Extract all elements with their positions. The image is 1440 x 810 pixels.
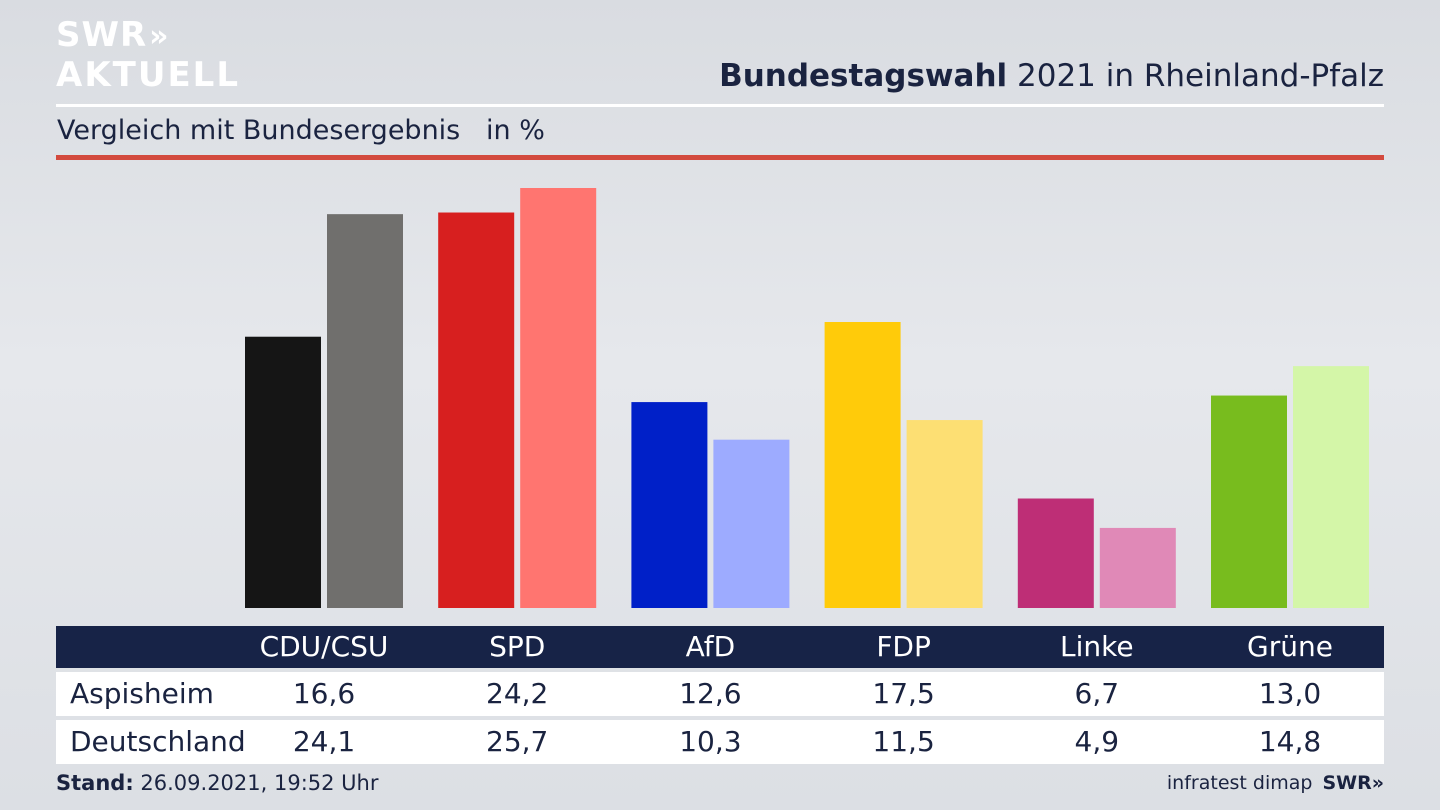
- bar-linke-aspisheim: [1017, 498, 1094, 608]
- party-label: Linke: [1060, 630, 1134, 663]
- table-row-deutschland: Deutschland 24,1 25,7 10,3 11,5 4,9 14,8: [56, 720, 1384, 764]
- source-credit: infratest dimap SWR»: [1167, 772, 1384, 794]
- value-cell: 11,5: [872, 725, 935, 758]
- value-cell: 14,8: [1258, 725, 1322, 758]
- source-name: infratest dimap: [1166, 772, 1313, 794]
- bar-fdp-deutschland: [906, 420, 983, 608]
- title-divider: [56, 104, 1384, 107]
- party-label: Grüne: [1247, 630, 1333, 663]
- value-cell: 25,7: [486, 725, 549, 758]
- party-label: SPD: [489, 630, 546, 663]
- bar-fdp-aspisheim: [824, 322, 901, 608]
- logo-arrows-icon: »: [149, 19, 168, 54]
- stand-value: 26.09.2021, 19:52 Uhr: [133, 771, 379, 795]
- party-label: CDU/CSU: [259, 630, 389, 663]
- swr-logo: SWR»: [1322, 772, 1384, 794]
- stand-label: Stand:: [56, 771, 134, 795]
- bar-cdu-csu-deutschland: [327, 214, 403, 608]
- results-table: CDU/CSU SPD AfD FDP Linke Grüne Aspisheim 16,…: [56, 626, 1384, 764]
- bar-gr-ne-deutschland: [1293, 366, 1369, 608]
- row-label: Deutschland: [70, 725, 246, 758]
- value-cell: 13,0: [1258, 677, 1322, 710]
- chart-title: Bundestagswahl 2021 in Rheinland-Pfalz: [719, 58, 1384, 94]
- value-cell: 24,1: [292, 725, 356, 758]
- table-row-aspisheim: Aspisheim 16,6 24,2 12,6 17,5 6,7 13,0: [56, 672, 1384, 716]
- value-cell: 12,6: [679, 677, 742, 710]
- logo-swr: SWR: [56, 15, 148, 55]
- party-label: AfD: [685, 630, 736, 663]
- bar-spd-deutschland: [520, 188, 597, 608]
- value-cell: 17,5: [872, 677, 935, 710]
- chart-title-rest: 2021 in Rheinland-Pfalz: [1007, 58, 1384, 94]
- bar-afd-deutschland: [713, 439, 790, 608]
- bar-chart: [245, 188, 1369, 609]
- value-cell: 4,9: [1074, 725, 1120, 758]
- value-cell: 6,7: [1074, 677, 1120, 710]
- value-cell: 24,2: [486, 677, 549, 710]
- party-label: FDP: [876, 630, 931, 663]
- chart-subtitle: Vergleich mit Bundesergebnis in %: [57, 115, 545, 146]
- bar-afd-aspisheim: [631, 402, 708, 608]
- bar-linke-deutschland: [1099, 527, 1176, 608]
- bar-cdu-csu-aspisheim: [245, 336, 321, 608]
- subtitle-divider: [56, 155, 1384, 160]
- row-label: Aspisheim: [70, 677, 214, 710]
- table-header: CDU/CSU SPD AfD FDP Linke Grüne: [56, 626, 1384, 668]
- value-cell: 16,6: [292, 677, 356, 710]
- timestamp: Stand: 26.09.2021, 19:52 Uhr: [56, 771, 379, 795]
- chart-title-bold: Bundestagswahl: [719, 58, 1008, 94]
- value-cell: 10,3: [679, 725, 742, 758]
- logo-aktuell: AKTUELL: [56, 55, 241, 95]
- swr-aktuell-logo: SWR» AKTUELL: [56, 18, 240, 92]
- bar-spd-aspisheim: [438, 212, 515, 609]
- bar-gr-ne-aspisheim: [1211, 395, 1287, 608]
